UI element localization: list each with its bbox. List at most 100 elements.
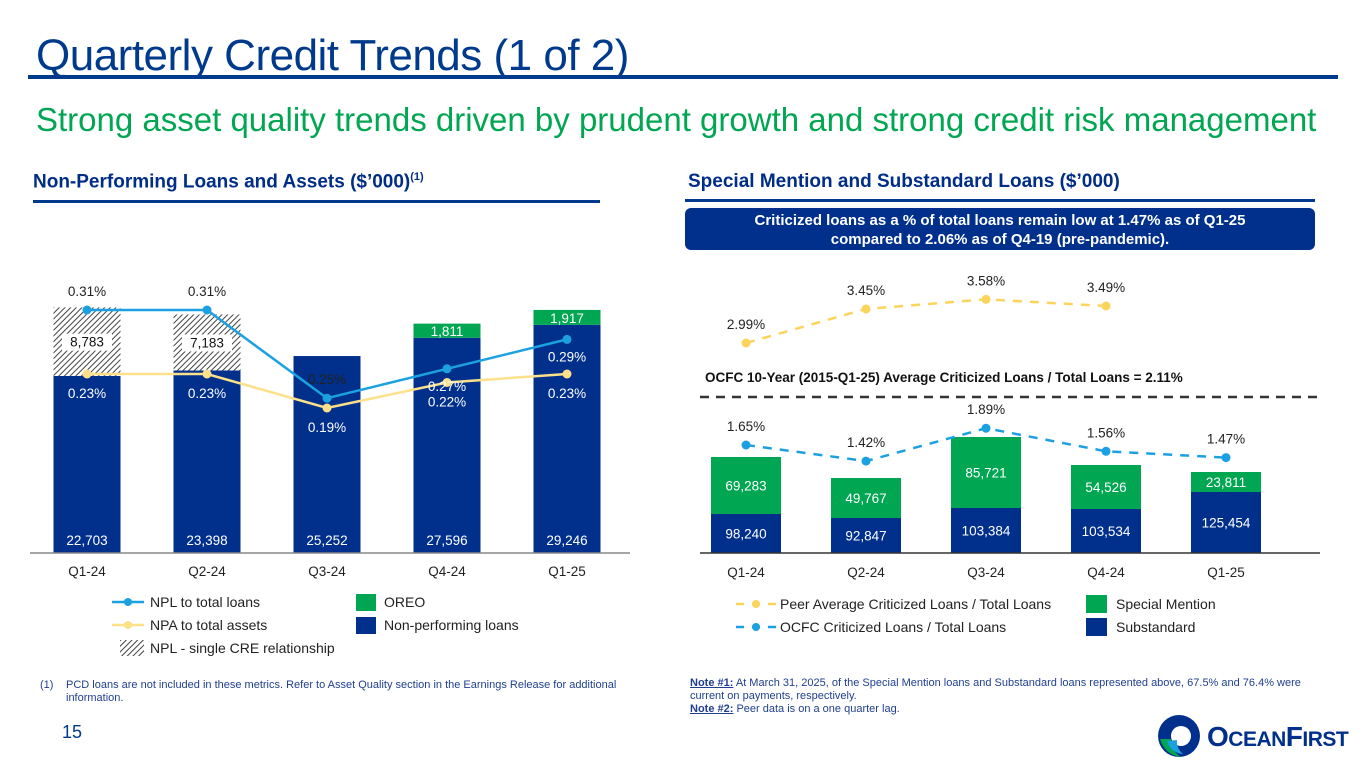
npl-bar-label: 25,252 xyxy=(306,533,347,548)
npa-ratio-label: 0.22% xyxy=(428,395,466,410)
peer-ratio-label: 3.49% xyxy=(1087,280,1125,295)
logo-letter-o: O xyxy=(1207,721,1229,752)
npl-chart: 22,703 8,783 Q1-24 23,398 7,183 Q2-24 25,252 Q3… xyxy=(30,284,630,579)
single-cre-label-bg xyxy=(62,333,112,351)
ocfc-ratio-label: 1.47% xyxy=(1207,432,1245,447)
substandard-bar-label: 125,454 xyxy=(1202,516,1251,531)
page-subtitle: Strong asset quality trends driven by pr… xyxy=(36,101,1317,138)
single-cre-label-bg xyxy=(182,334,232,352)
ocfc-ratio-point xyxy=(861,456,871,466)
npa-ratio-point xyxy=(442,378,452,387)
ocfc-ratio-point xyxy=(1101,446,1111,456)
callout-line-1: Criticized loans as a % of total loans r… xyxy=(754,212,1246,229)
npa-ratio-label: 0.23% xyxy=(68,386,106,401)
npl-section-divider xyxy=(33,200,600,203)
npl-legend-swatch xyxy=(356,617,376,634)
npl-bar xyxy=(533,324,601,553)
special-mention-bar-label: 54,526 xyxy=(1085,480,1126,495)
npa-ratio-point xyxy=(562,369,572,379)
npl-ratio-label: 0.27% xyxy=(428,379,466,394)
ten-year-average-label: OCFC 10-Year (2015-Q1-25) Average Critic… xyxy=(705,370,1183,385)
npl-bar-label: 23,398 xyxy=(186,533,227,548)
criticized-legend: Peer Average Criticized Loans / Total Lo… xyxy=(680,594,1365,638)
logo-letter-f: F xyxy=(1285,721,1303,752)
ocfc-ratio-label: 1.89% xyxy=(967,402,1005,417)
peer-ratio-point xyxy=(981,294,991,304)
npl-footnote: (1) PCD loans are not included in these … xyxy=(40,679,660,705)
npa-ratio-point xyxy=(82,369,92,379)
criticized-chart: OCFC 10-Year (2015-Q1-25) Average Critic… xyxy=(700,273,1320,580)
npl-ratio-point xyxy=(202,305,212,315)
npa-ratio-point xyxy=(322,403,332,413)
note-1: Note #1: At March 31, 2025, of the Speci… xyxy=(690,677,1330,703)
x-tick-label: Q1-24 xyxy=(727,565,765,580)
substandard-bar-label: 103,534 xyxy=(1082,524,1131,539)
npl-legend: NPL to total loans NPA to total assets N… xyxy=(0,592,680,662)
oreo-bar xyxy=(533,309,601,325)
note-2: Note #2: Peer data is on a one quarter l… xyxy=(690,703,1330,716)
note-2-label: Note #2: xyxy=(690,703,734,715)
substandard-bar xyxy=(711,514,781,553)
npl-section-title-text: Non-Performing Loans and Assets ($’000) xyxy=(33,171,411,193)
logo-letters-cean: CEAN xyxy=(1228,728,1286,751)
x-tick-label: Q4-24 xyxy=(1087,565,1125,580)
oceanfirst-wave-icon xyxy=(1158,715,1200,757)
npa-ratio-label: 0.19% xyxy=(308,420,346,435)
substandard-bar xyxy=(1071,509,1141,553)
substandard-bar-label: 92,847 xyxy=(845,529,886,544)
substandard-bar xyxy=(831,518,901,553)
page-title: Quarterly Credit Trends (1 of 2) xyxy=(36,31,629,80)
x-tick-label: Q1-24 xyxy=(68,564,106,579)
legend-peer: Peer Average Criticized Loans / Total Lo… xyxy=(780,596,1052,612)
legend-special-mention: Special Mention xyxy=(1116,596,1216,612)
note-2-text: Peer data is on a one quarter lag. xyxy=(733,703,900,715)
peer-ratio-label: 3.58% xyxy=(967,273,1005,288)
oreo-bar xyxy=(413,323,481,338)
special-mention-bar xyxy=(1191,472,1261,492)
legend-npl: Non-performing loans xyxy=(384,617,519,633)
npl-section-title: Non-Performing Loans and Assets ($’000)(… xyxy=(33,171,424,193)
npl-ratio-point xyxy=(82,305,92,315)
npl-bar xyxy=(173,370,241,553)
npl-bar-label: 29,246 xyxy=(546,533,587,548)
substandard-bar xyxy=(951,508,1021,553)
special-mention-bar xyxy=(831,478,901,518)
oceanfirst-logo: OCEANFIRST xyxy=(1157,713,1349,759)
npl-ratio-point xyxy=(322,393,332,403)
note-1-text: At March 31, 2025, of the Special Mentio… xyxy=(690,677,1301,702)
npl-ratio-label: 0.25% xyxy=(308,372,346,387)
criticized-section-divider xyxy=(685,199,1315,202)
ocfc-legend-icon xyxy=(736,623,776,631)
oreo-legend-swatch xyxy=(356,594,376,611)
logo-letters-irst: IRST xyxy=(1302,728,1349,751)
oceanfirst-wordmark: OCEANFIRST xyxy=(1207,721,1349,753)
ocfc-ratio-point xyxy=(981,423,991,433)
x-tick-label: Q2-24 xyxy=(188,564,226,579)
substandard-legend-swatch xyxy=(1086,618,1107,636)
npl-ratio-point xyxy=(562,334,572,344)
ocfc-ratio-label: 1.65% xyxy=(727,419,765,434)
special-mention-bar xyxy=(951,437,1021,508)
special-mention-bar-label: 23,811 xyxy=(1206,475,1246,490)
criticized-notes: Note #1: At March 31, 2025, of the Speci… xyxy=(690,677,1330,716)
legend-substandard: Substandard xyxy=(1116,619,1196,635)
npl-bar-label: 27,596 xyxy=(426,533,467,548)
legend-oreo: OREO xyxy=(384,594,426,610)
criticized-section-title: Special Mention and Substandard Loans ($… xyxy=(688,171,1120,192)
special-mention-bar-label: 85,721 xyxy=(965,466,1006,481)
x-tick-label: Q3-24 xyxy=(308,564,346,579)
legend-npl-ratio: NPL to total loans xyxy=(150,594,260,610)
oreo-bar-label: 1,917 xyxy=(550,311,584,326)
npl-ratio-label: 0.29% xyxy=(548,349,586,364)
special-mention-legend-swatch xyxy=(1086,595,1107,613)
peer-ratio-point xyxy=(741,338,751,348)
x-tick-label: Q4-24 xyxy=(428,564,466,579)
note-1-label: Note #1: xyxy=(690,677,734,689)
criticized-callout: Criticized loans as a % of total loans r… xyxy=(685,208,1315,250)
ocfc-ratio-point xyxy=(1221,453,1231,463)
footnote-ref: (1) xyxy=(410,171,424,183)
substandard-bar-label: 98,240 xyxy=(725,527,766,542)
ocfc-ratio-label: 1.56% xyxy=(1087,425,1125,440)
npl-bar xyxy=(293,356,361,553)
peer-legend-icon xyxy=(736,600,776,608)
